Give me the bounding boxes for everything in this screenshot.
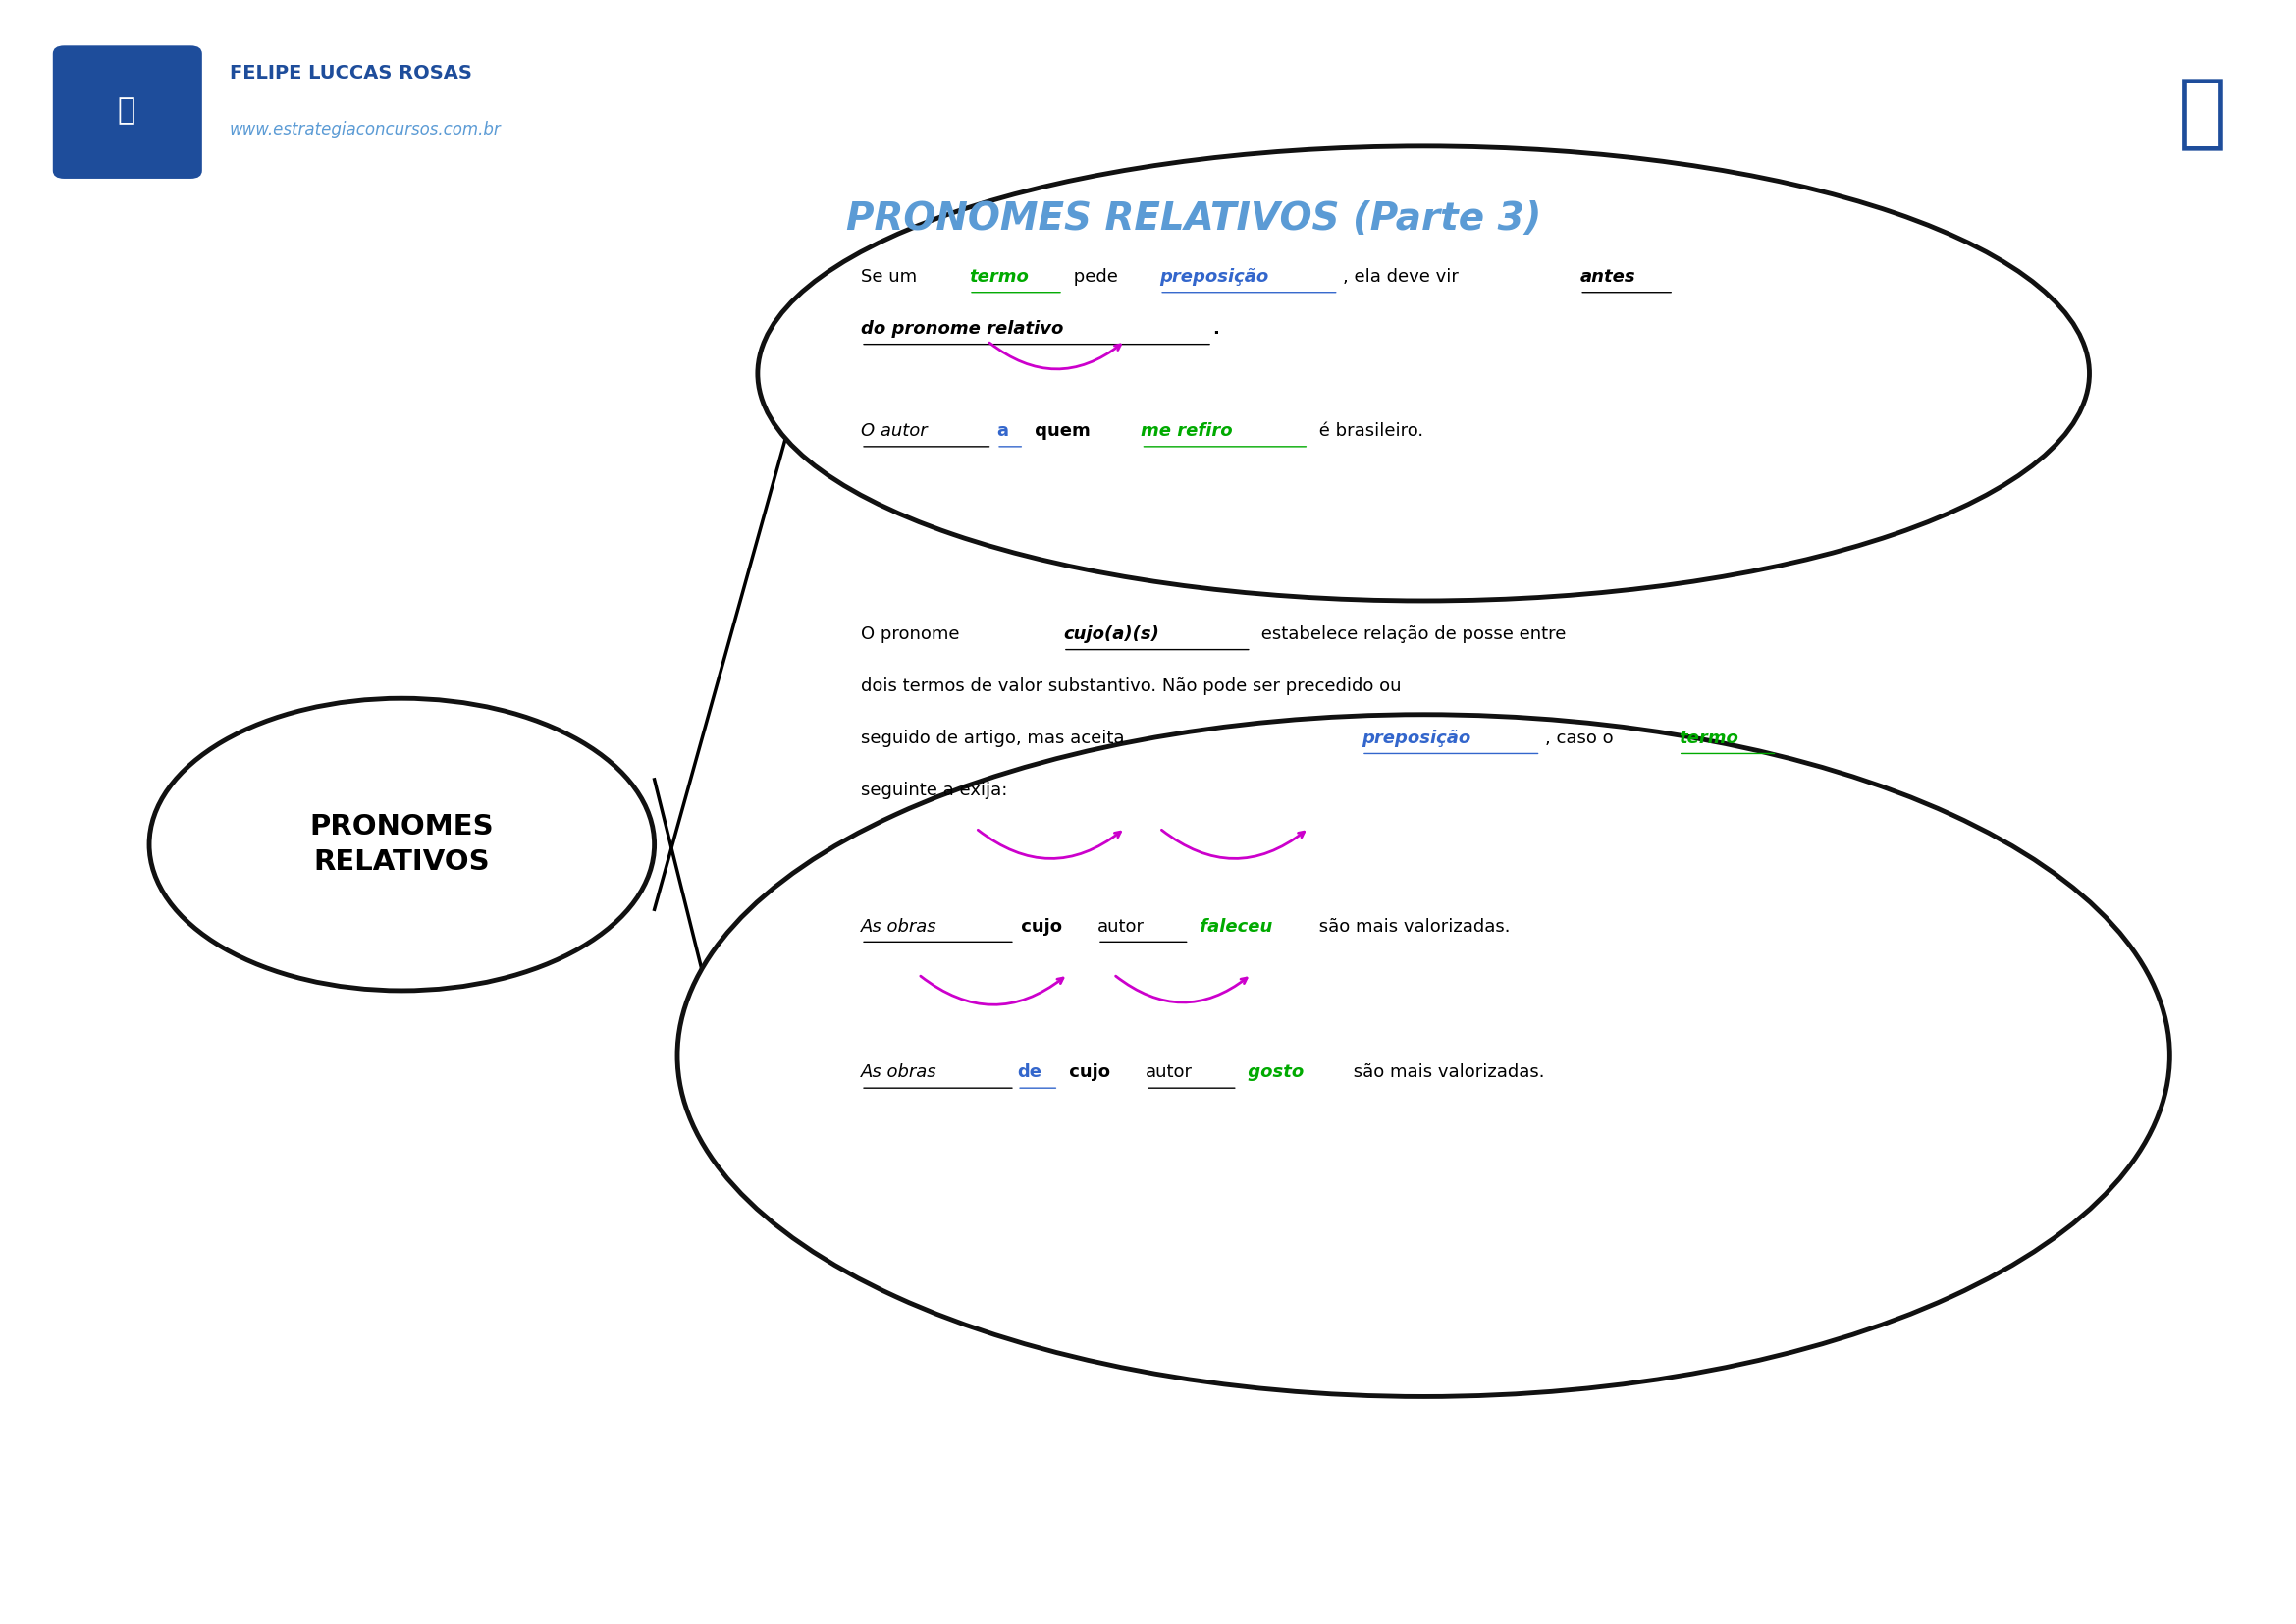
Text: autor: autor bbox=[1146, 1064, 1194, 1082]
Text: do pronome relativo: do pronome relativo bbox=[861, 320, 1063, 338]
Text: 🦉: 🦉 bbox=[2179, 75, 2227, 153]
Ellipse shape bbox=[758, 146, 2089, 601]
Text: , ela deve vir: , ela deve vir bbox=[1343, 268, 1465, 286]
Text: seguido de artigo, mas aceita: seguido de artigo, mas aceita bbox=[861, 729, 1130, 747]
Text: www.estrategiaconcursos.com.br: www.estrategiaconcursos.com.br bbox=[230, 122, 501, 138]
Text: preposição: preposição bbox=[1159, 268, 1270, 286]
Text: dois termos de valor substantivo. Não pode ser precedido ou: dois termos de valor substantivo. Não po… bbox=[861, 677, 1401, 695]
Text: pede: pede bbox=[1068, 268, 1123, 286]
Text: termo: termo bbox=[1678, 729, 1738, 747]
Text: , caso o: , caso o bbox=[1545, 729, 1619, 747]
Text: PRONOMES RELATIVOS (Parte 3): PRONOMES RELATIVOS (Parte 3) bbox=[847, 201, 1541, 237]
Text: As obras: As obras bbox=[861, 918, 937, 935]
Text: é brasileiro.: é brasileiro. bbox=[1313, 422, 1424, 440]
Text: cujo(a)(s): cujo(a)(s) bbox=[1063, 625, 1159, 643]
Text: cujo: cujo bbox=[1015, 918, 1068, 935]
Text: gosto: gosto bbox=[1242, 1064, 1304, 1082]
Text: autor: autor bbox=[1097, 918, 1146, 935]
Text: faleceu: faleceu bbox=[1194, 918, 1272, 935]
Text: seguinte a exija:: seguinte a exija: bbox=[861, 781, 1008, 799]
Text: são mais valorizadas.: são mais valorizadas. bbox=[1348, 1064, 1545, 1082]
Ellipse shape bbox=[677, 715, 2170, 1397]
Text: Se um: Se um bbox=[861, 268, 923, 286]
Text: 🦉: 🦉 bbox=[117, 96, 135, 125]
Text: são mais valorizadas.: são mais valorizadas. bbox=[1313, 918, 1511, 935]
Text: a: a bbox=[996, 422, 1008, 440]
Ellipse shape bbox=[149, 698, 654, 991]
Text: PRONOMES
RELATIVOS: PRONOMES RELATIVOS bbox=[310, 812, 494, 877]
FancyBboxPatch shape bbox=[53, 45, 202, 179]
Text: antes: antes bbox=[1580, 268, 1635, 286]
Text: quem: quem bbox=[1029, 422, 1095, 440]
Text: de: de bbox=[1017, 1064, 1042, 1082]
Text: me refiro: me refiro bbox=[1141, 422, 1233, 440]
Text: O pronome: O pronome bbox=[861, 625, 964, 643]
Text: preposição: preposição bbox=[1362, 729, 1472, 747]
Text: estabelece relação de posse entre: estabelece relação de posse entre bbox=[1256, 625, 1566, 643]
Text: O autor: O autor bbox=[861, 422, 928, 440]
Text: .: . bbox=[1212, 320, 1219, 338]
Text: As obras: As obras bbox=[861, 1064, 937, 1082]
Text: FELIPE LUCCAS ROSAS: FELIPE LUCCAS ROSAS bbox=[230, 63, 473, 83]
Text: cujo: cujo bbox=[1063, 1064, 1116, 1082]
Text: termo: termo bbox=[969, 268, 1029, 286]
